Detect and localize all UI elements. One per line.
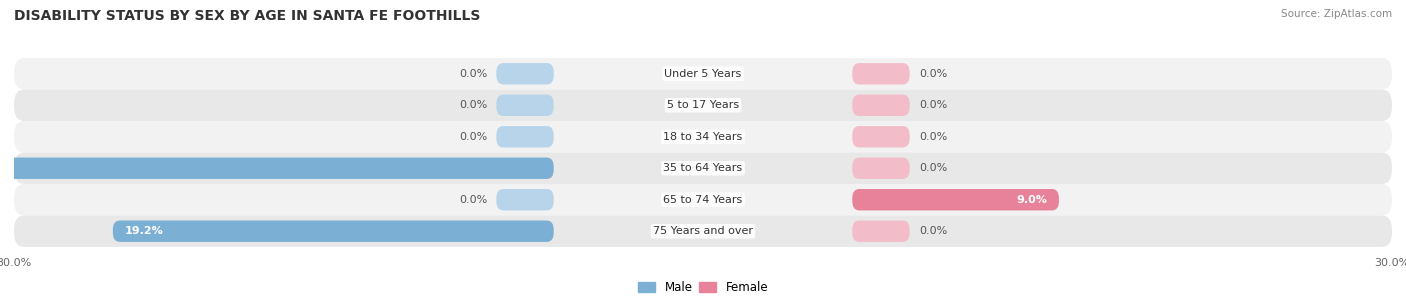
Text: 19.2%: 19.2%	[124, 226, 163, 236]
FancyBboxPatch shape	[496, 189, 554, 210]
FancyBboxPatch shape	[0, 158, 554, 179]
FancyBboxPatch shape	[14, 90, 1392, 121]
FancyBboxPatch shape	[852, 158, 910, 179]
Legend: Male, Female: Male, Female	[633, 276, 773, 299]
FancyBboxPatch shape	[852, 63, 910, 84]
FancyBboxPatch shape	[14, 215, 1392, 247]
FancyBboxPatch shape	[852, 126, 910, 147]
FancyBboxPatch shape	[14, 152, 1392, 184]
FancyBboxPatch shape	[14, 184, 1392, 215]
FancyBboxPatch shape	[14, 58, 1392, 90]
Text: 0.0%: 0.0%	[458, 132, 486, 142]
Text: DISABILITY STATUS BY SEX BY AGE IN SANTA FE FOOTHILLS: DISABILITY STATUS BY SEX BY AGE IN SANTA…	[14, 9, 481, 23]
FancyBboxPatch shape	[852, 189, 1059, 210]
Text: Under 5 Years: Under 5 Years	[665, 69, 741, 79]
Text: 35 to 64 Years: 35 to 64 Years	[664, 163, 742, 173]
Text: 65 to 74 Years: 65 to 74 Years	[664, 195, 742, 205]
Text: 0.0%: 0.0%	[920, 69, 948, 79]
Text: 0.0%: 0.0%	[920, 132, 948, 142]
Text: 0.0%: 0.0%	[920, 163, 948, 173]
Text: 75 Years and over: 75 Years and over	[652, 226, 754, 236]
Text: 0.0%: 0.0%	[458, 69, 486, 79]
FancyBboxPatch shape	[112, 221, 554, 242]
FancyBboxPatch shape	[496, 63, 554, 84]
Text: Source: ZipAtlas.com: Source: ZipAtlas.com	[1281, 9, 1392, 19]
Text: 9.0%: 9.0%	[1017, 195, 1047, 205]
FancyBboxPatch shape	[496, 95, 554, 116]
FancyBboxPatch shape	[496, 126, 554, 147]
FancyBboxPatch shape	[852, 95, 910, 116]
Text: 0.0%: 0.0%	[458, 100, 486, 110]
Text: 5 to 17 Years: 5 to 17 Years	[666, 100, 740, 110]
FancyBboxPatch shape	[852, 221, 910, 242]
Text: 0.0%: 0.0%	[920, 226, 948, 236]
Text: 0.0%: 0.0%	[458, 195, 486, 205]
Text: 18 to 34 Years: 18 to 34 Years	[664, 132, 742, 142]
Text: 0.0%: 0.0%	[920, 100, 948, 110]
FancyBboxPatch shape	[14, 121, 1392, 152]
